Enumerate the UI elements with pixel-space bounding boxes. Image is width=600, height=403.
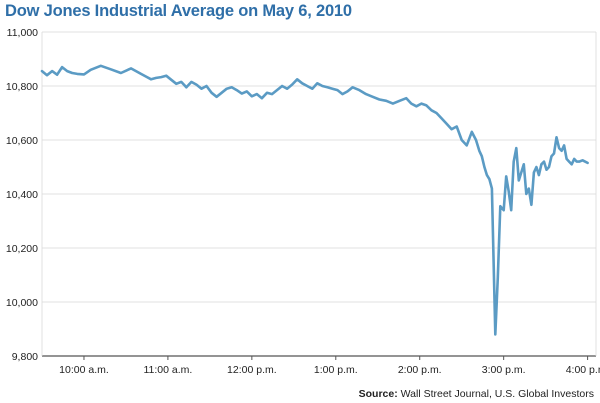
y-tick-label: 10,400 (6, 189, 38, 201)
y-tick-label: 10,000 (6, 297, 38, 309)
source-note: Source: Wall Street Journal, U.S. Global… (359, 388, 594, 400)
x-tick-label: 10:00 a.m. (59, 364, 109, 376)
chart-title: Dow Jones Industrial Average on May 6, 2… (5, 2, 352, 20)
x-tick-label: 12:00 p.m. (227, 364, 277, 376)
x-tick-label: 4:00 p.m. (566, 364, 600, 376)
x-axis-ticks: 10:00 a.m. 11:00 a.m. 12:00 p.m. 1:00 p.m. 2… (59, 356, 600, 376)
y-tick-label: 10,200 (6, 243, 38, 255)
data-series (40, 64, 589, 336)
series-line (40, 64, 589, 336)
y-tick-label: 10,800 (6, 81, 38, 93)
x-tick-label: 1:00 p.m. (314, 364, 358, 376)
y-tick-label: 9,800 (12, 351, 38, 363)
x-tick-label: 2:00 p.m. (398, 364, 442, 376)
y-tick-label: 10,600 (6, 135, 38, 147)
x-tick-label: 11:00 a.m. (143, 364, 192, 376)
source-text: Wall Street Journal, U.S. Global Investo… (400, 388, 594, 400)
x-tick-label: 3:00 p.m. (482, 364, 526, 376)
y-axis-ticks: 9,800 10,000 10,200 10,400 10,600 10,800 11,00… (6, 27, 38, 363)
source-label: Source: (358, 388, 398, 400)
y-tick-label: 11,000 (7, 27, 38, 39)
